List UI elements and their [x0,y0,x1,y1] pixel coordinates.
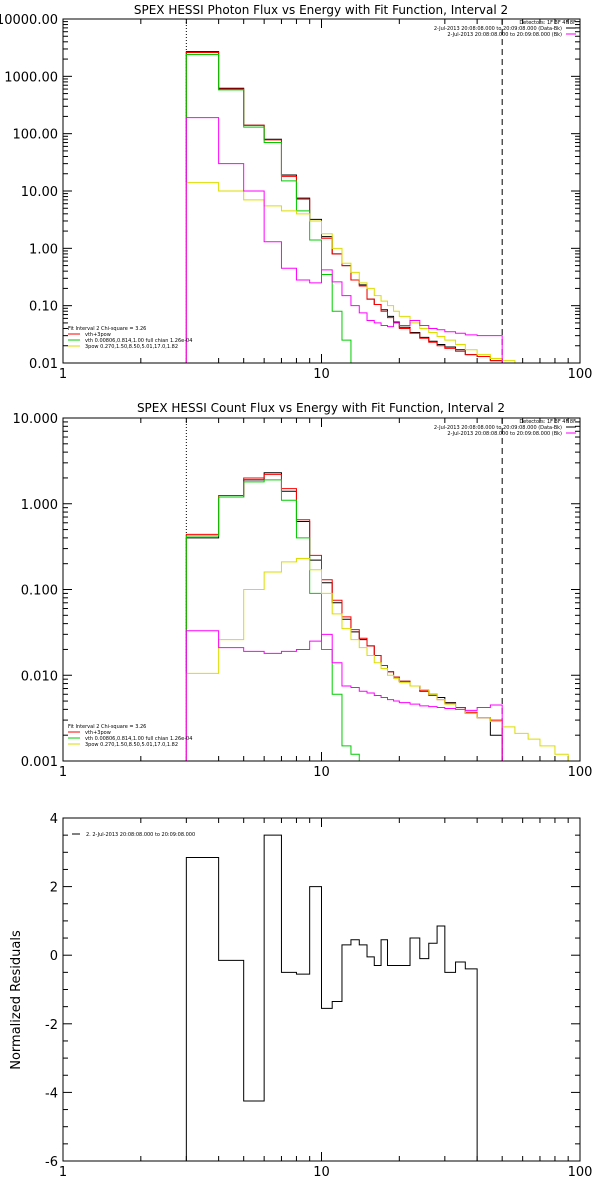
x-tick-label: 100 [568,765,593,780]
x-tick-label: 10 [313,367,330,382]
y-tick-label: -2 [45,1018,58,1033]
fit-label: vth 0.00806,0.814,1.00 full chian 1.26e-… [85,736,192,742]
y-tick-label: 0 [50,949,58,964]
x-tick-label: 1 [59,765,67,780]
plot-frame [62,417,581,762]
series-line [185,54,368,364]
photon-flux-panel: SPEX HESSI Photon Flux vs Energy with Fi… [0,3,592,382]
y-tick-label: 0.01 [29,357,58,372]
y-tick-label: 1000.00 [4,70,58,85]
info-line: 2-Jul-2013 20:08:08.000 to 20:09:08.000 … [447,32,562,38]
y-tick-label: -6 [45,1155,58,1170]
y-tick-label: 1.00 [29,242,58,257]
y-tick-label: 1.000 [21,498,58,513]
y-tick-label: 0.100 [21,584,58,599]
info-line: Detectors: 1F 3F 4F 8F [519,419,576,425]
fit-label: 3pow 0.270,1.50,8.50,5.01,17.0,1.82 [85,742,178,748]
fit-label: vth+3pow [85,730,111,736]
info-line: 2-Jul-2013 20:08:08.000 to 20:09:08.000 … [434,425,562,431]
y-tick-label: 10000.00 [0,13,58,28]
y-tick-label: 100.00 [13,128,59,143]
info-line: 2-Jul-2013 20:08:08.000 to 20:09:08.000 … [447,431,562,437]
y-tick-label: 4 [50,812,58,827]
series-line [185,52,503,363]
fit-label: Fit Interval 2 Chi-square = 3.26 [68,724,146,730]
fit-label: vth 0.00806,0.814,1.00 full chian 1.26e-… [85,338,192,344]
series-line [185,479,360,761]
residuals-panel: Normalized Residuals 1 10 100 4 2 0 -2 -4 -6 2. … [9,812,592,1180]
count-flux-panel: SPEX HESSI Count Flux vs Energy with Fit… [13,401,593,780]
panel-title: SPEX HESSI Count Flux vs Energy with Fit… [137,401,505,415]
x-tick-label: 100 [568,367,593,382]
y-tick-label: -4 [45,1086,58,1101]
panel-title: SPEX HESSI Photon Flux vs Energy with Fi… [134,3,508,17]
x-tick-label: 10 [313,1165,330,1180]
series-line [185,117,503,363]
y-tick-label: 2 [50,881,58,896]
x-tick-label: 10 [313,765,330,780]
fit-label: vth+3pow [85,332,111,338]
y-tick-label: 0.10 [29,300,58,315]
y-tick-label: 0.010 [21,669,58,684]
series-line [185,473,503,761]
x-tick-label: 1 [59,367,67,382]
series-line [185,834,478,1161]
legend-entry: 2. 2-Jul-2013 20:08:08.000 to 20:09:08.0… [86,832,195,838]
series-line [185,182,555,364]
series-line [185,630,503,761]
x-tick-label: 100 [568,1165,593,1180]
y-tick-label: 10.000 [13,412,59,427]
fit-label: 3pow 0.270,1.50,8.50,5.01,17.0,1.82 [85,344,178,350]
series-line [185,51,503,363]
plot-frame [62,18,581,364]
x-tick-label: 1 [59,1165,67,1180]
y-axis-label: Normalized Residuals [9,930,24,1070]
plot-frame [62,817,581,1162]
y-tick-label: 0.001 [21,755,58,770]
fit-label: Fit Interval 2 Chi-square = 3.26 [68,326,146,332]
info-line: 2-Jul-2013 20:08:08.000 to 20:09:08.000 … [434,26,562,32]
y-tick-label: 10.00 [21,185,58,200]
info-line: Detectors: 1F 3F 4F 8F [519,20,576,26]
series-line [185,557,580,762]
